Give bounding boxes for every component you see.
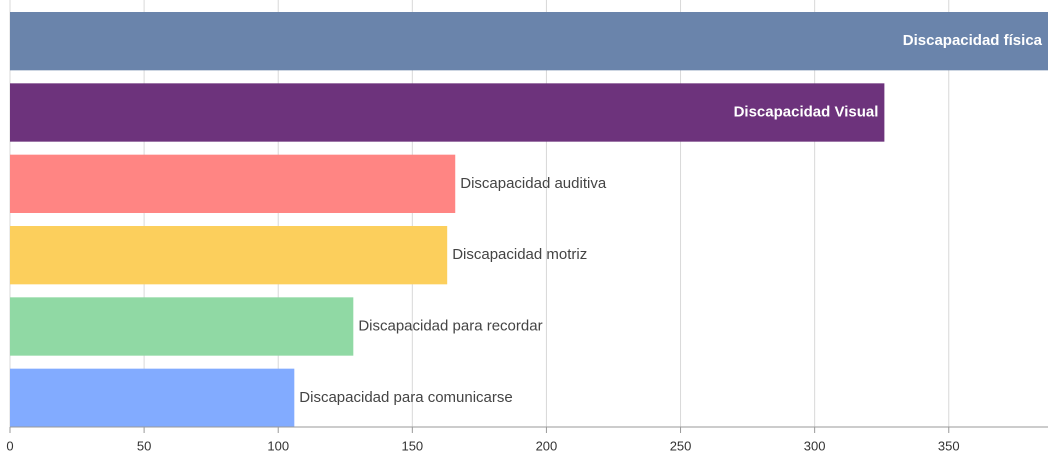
- bar: [10, 297, 354, 356]
- bar: [10, 154, 456, 213]
- bar: [10, 226, 448, 285]
- x-tick-label: 300: [804, 438, 826, 453]
- bar-label: Discapacidad física: [903, 32, 1043, 49]
- bar-label: Discapacidad para comunicarse: [299, 389, 512, 406]
- bar-label: Discapacidad auditiva: [460, 175, 607, 192]
- x-tick-label: 50: [137, 438, 151, 453]
- bar: [10, 83, 885, 142]
- x-tick-label: 100: [267, 438, 289, 453]
- bar: [10, 368, 295, 427]
- bar-label: Discapacidad Visual: [734, 103, 879, 120]
- bar-label: Discapacidad motriz: [452, 246, 587, 263]
- x-tick-label: 350: [938, 438, 960, 453]
- x-tick-label: 150: [401, 438, 423, 453]
- x-tick-label: 200: [536, 438, 558, 453]
- x-tick-label: 250: [670, 438, 692, 453]
- bar-label: Discapacidad para recordar: [358, 317, 542, 334]
- x-tick-label: 0: [6, 438, 13, 453]
- bar: [10, 12, 1048, 71]
